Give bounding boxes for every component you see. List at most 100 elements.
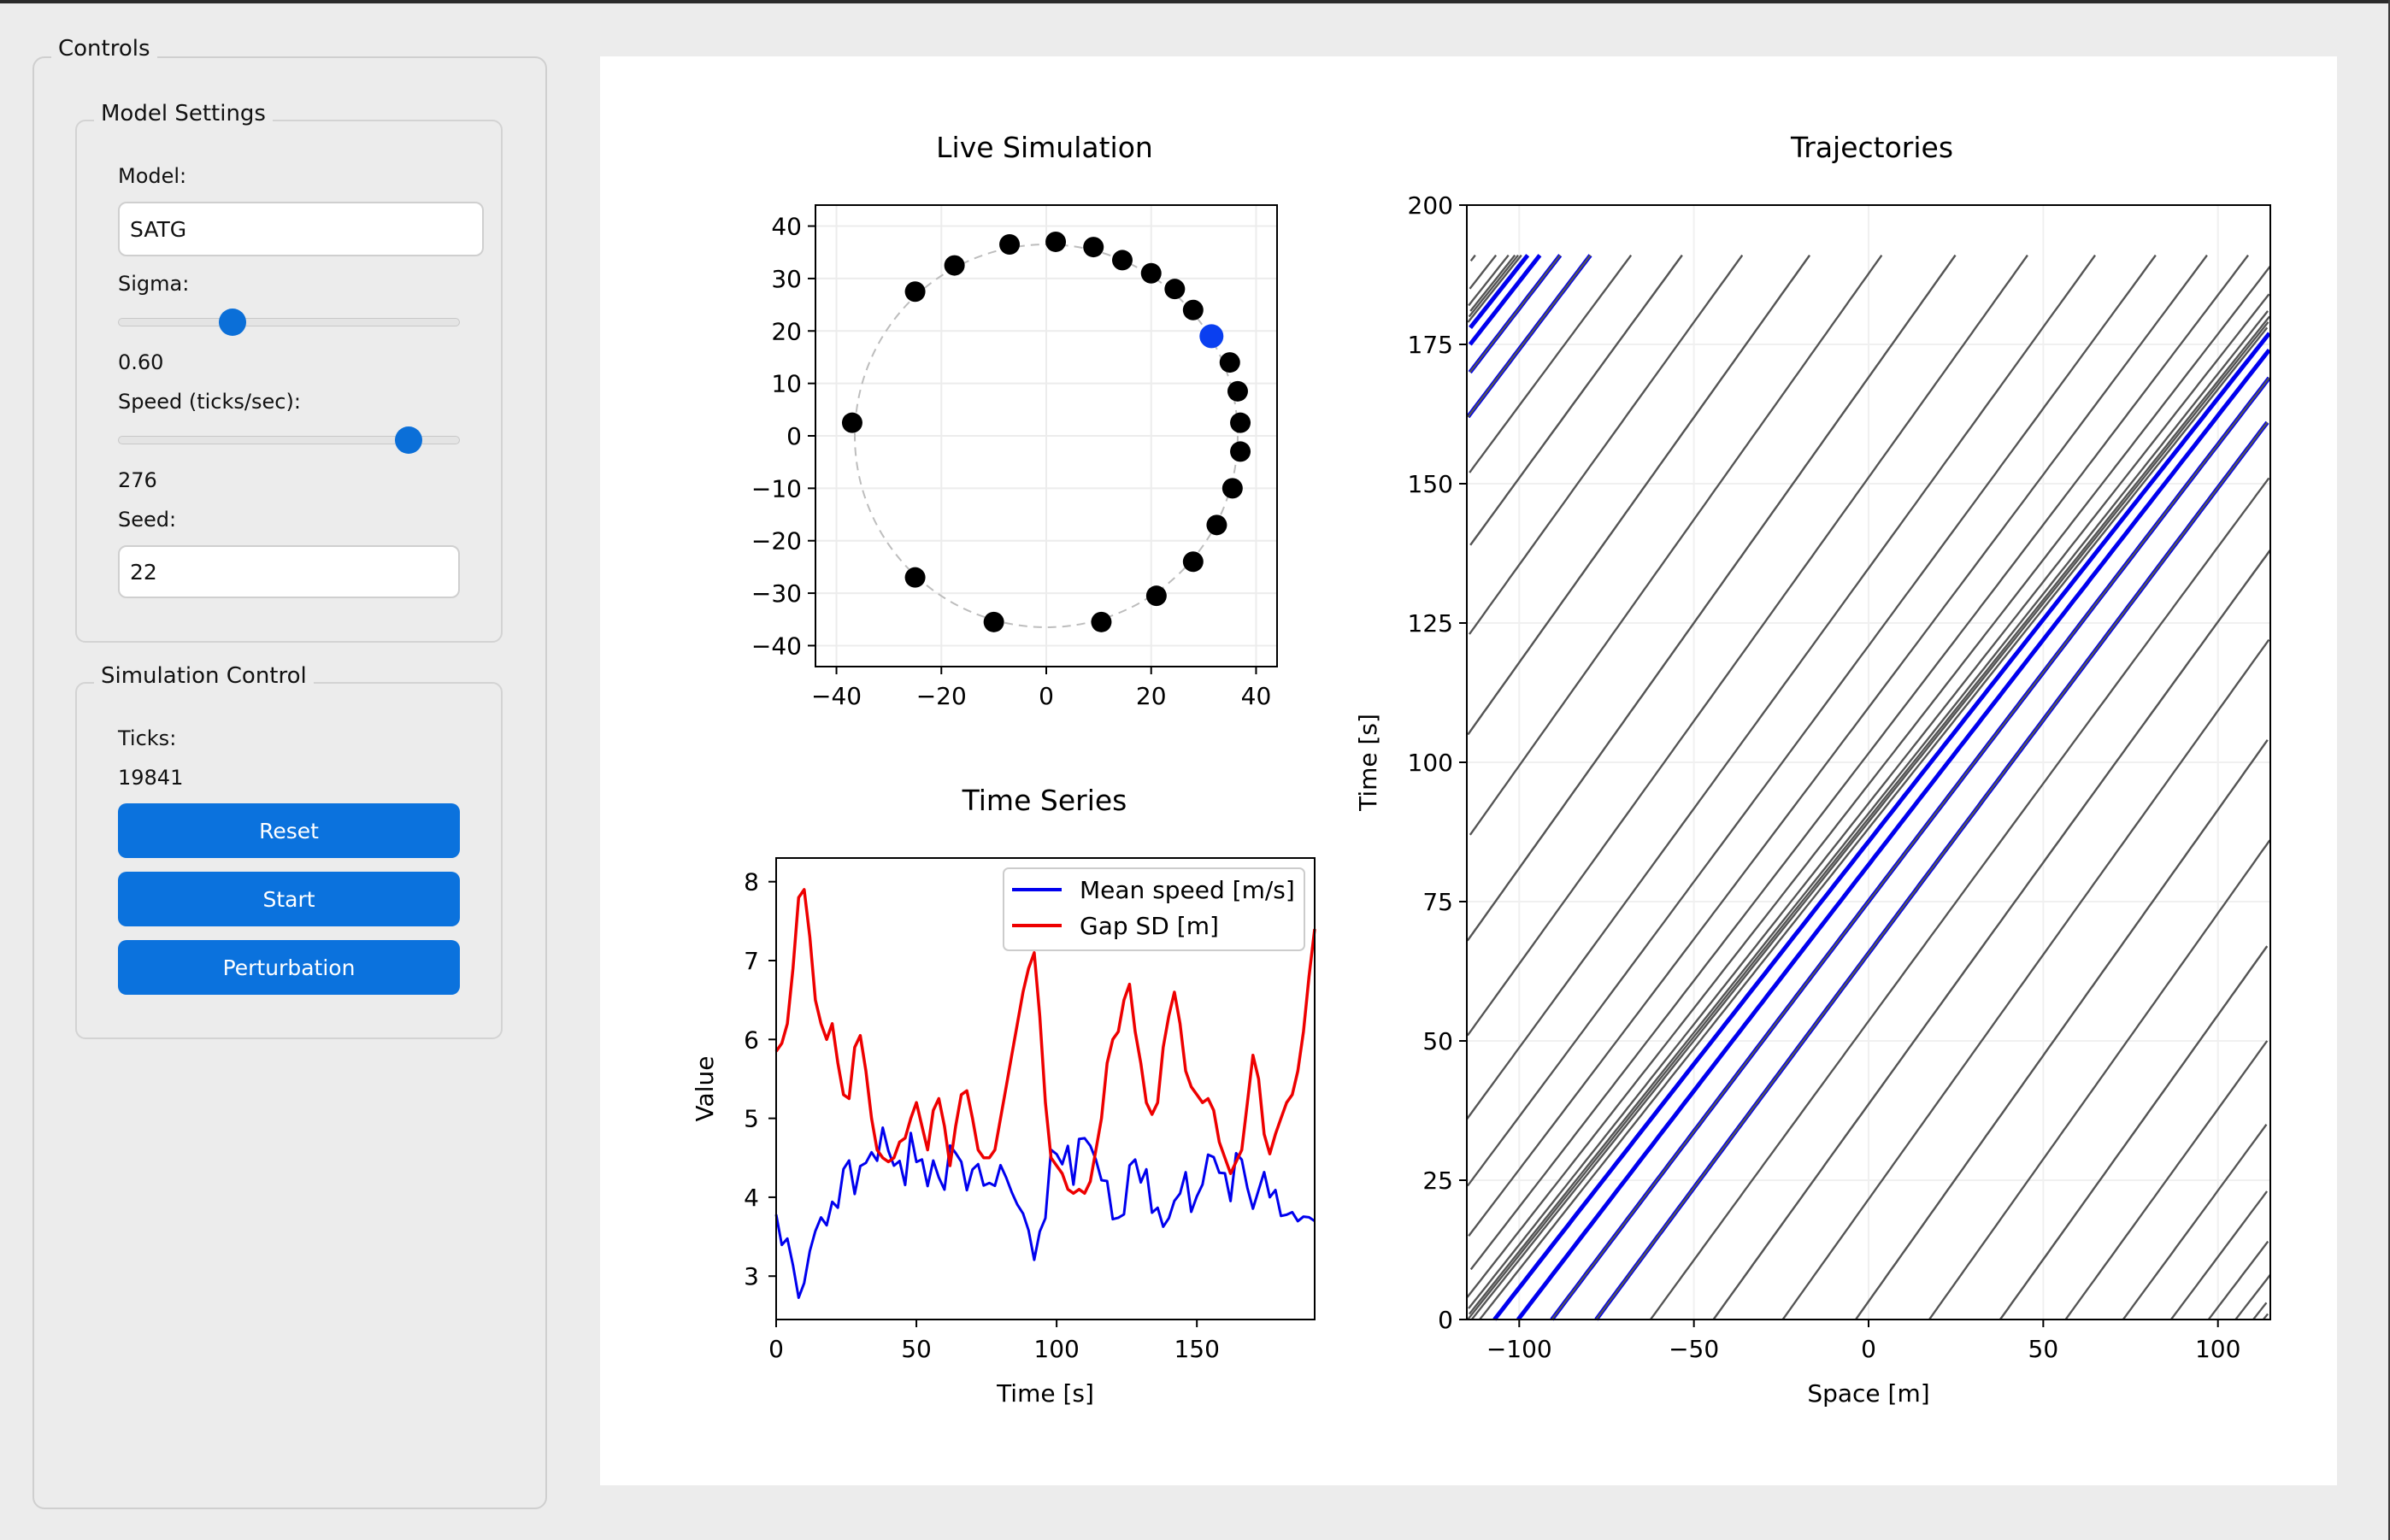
trajectories-ticks: −100 −50 0 50 100 0 25 50 75 100 125 150 175 200 — [1408, 191, 2241, 1363]
legend-label-gap-sd: Gap SD [m] — [1080, 912, 1219, 940]
sigma-slider-track[interactable] — [118, 318, 460, 326]
trajectory-line — [1928, 839, 2271, 1320]
vehicle-dot — [1045, 231, 1067, 252]
time-series-title: Time Series — [962, 784, 1127, 817]
trajectory-line — [1469, 255, 1562, 373]
perturbation-button[interactable]: Perturbation — [118, 940, 460, 995]
trajectory-line — [1469, 255, 1632, 473]
ring-grid — [815, 205, 1277, 667]
trajectory-line — [2262, 1313, 2269, 1320]
x-tick-label: 50 — [901, 1335, 932, 1363]
model-settings-title: Model Settings — [94, 101, 273, 126]
window-right-border — [2388, 0, 2390, 1540]
figure-svg: Live Simulation −40 −20 0 20 40403020100−10−… — [691, 131, 2271, 1408]
vehicle-dot — [1145, 585, 1167, 607]
y-tick-label: 5 — [744, 1105, 759, 1133]
y-tick-label: 0 — [786, 422, 802, 450]
vehicle-dot — [1111, 250, 1133, 271]
time-series-axes — [775, 857, 1316, 1320]
model-label: Model: — [118, 164, 187, 188]
vehicle-dot — [944, 255, 965, 276]
legend-label-mean-speed: Mean speed [m/s] — [1080, 876, 1295, 904]
trajectory-line — [1469, 310, 2269, 1315]
trajectory-line — [1469, 255, 1744, 635]
x-tick-label: 20 — [1136, 682, 1167, 710]
y-tick-label: 100 — [1408, 749, 1453, 777]
sigma-slider-thumb[interactable] — [218, 309, 246, 336]
trajectory-line — [1650, 477, 2270, 1320]
trajectory-line — [1469, 255, 1497, 290]
trajectory-line — [1467, 255, 2028, 1037]
trajectory-line — [1595, 421, 2269, 1320]
time-series-xlabel: Time [s] — [996, 1379, 1094, 1408]
trajectory-line — [1470, 321, 2269, 1320]
seed-field-value: 22 — [130, 559, 157, 585]
y-tick-label: 20 — [771, 317, 802, 345]
trajectory-line — [1467, 255, 1522, 323]
model-field[interactable]: SATG — [118, 202, 484, 256]
x-tick-label: −40 — [811, 682, 862, 710]
speed-slider-thumb[interactable] — [394, 426, 422, 454]
y-tick-label: 7 — [744, 947, 759, 975]
y-tick-label: 30 — [771, 265, 802, 293]
time-series-legend: Mean speed [m/s] Gap SD [m] — [1003, 867, 1305, 951]
reset-button[interactable]: Reset — [118, 803, 460, 858]
y-tick-label: 0 — [1438, 1306, 1453, 1334]
highlighted-trajectory — [1516, 348, 2271, 1321]
x-tick-label: 0 — [1861, 1335, 1876, 1363]
vehicle-dot — [1182, 299, 1204, 320]
ring-vehicles — [841, 231, 1251, 632]
seed-label: Seed: — [118, 508, 177, 532]
x-tick-label: 50 — [2028, 1335, 2059, 1363]
trajectory-line — [1469, 255, 1516, 312]
vehicle-dot — [1140, 262, 1162, 284]
trajectory-line — [1468, 255, 2208, 1237]
y-tick-label: 50 — [1422, 1027, 1453, 1055]
speed-label: Speed (ticks/sec): — [118, 390, 301, 414]
time-series-ylabel: Value — [691, 1056, 719, 1122]
ticks-label: Ticks: — [118, 726, 177, 750]
speed-slider-track[interactable] — [118, 436, 460, 444]
y-tick-label: −30 — [751, 579, 802, 608]
model-field-value: SATG — [130, 216, 187, 242]
y-tick-label: 75 — [1422, 888, 1453, 916]
vehicle-dot — [1083, 237, 1104, 258]
vehicle-dot — [1164, 279, 1186, 300]
vehicle-dot — [1230, 412, 1251, 433]
trajectory-line — [1469, 255, 1883, 836]
simulation-control-title: Simulation Control — [94, 663, 314, 689]
vehicle-dot — [999, 234, 1021, 256]
trajectory-line — [1551, 377, 2270, 1320]
trajectory-line — [1712, 550, 2271, 1320]
vehicle-dot — [1219, 352, 1240, 373]
vehicle-dot — [983, 611, 1004, 632]
sigma-value: 0.60 — [118, 350, 164, 374]
vehicle-dot — [1230, 441, 1251, 462]
y-tick-label: 8 — [744, 868, 759, 896]
x-tick-label: 0 — [768, 1335, 784, 1363]
y-tick-label: 25 — [1422, 1167, 1453, 1195]
highlighted-trajectory — [1492, 332, 2271, 1321]
x-tick-label: 40 — [1241, 682, 1272, 710]
y-tick-label: 6 — [744, 1026, 759, 1054]
y-tick-label: 40 — [771, 213, 802, 241]
y-tick-label: 125 — [1408, 609, 1453, 638]
seed-field[interactable]: 22 — [118, 545, 460, 598]
trajectories-xlabel: Space [m] — [1807, 1379, 1929, 1408]
trajectory-line — [1479, 326, 2269, 1320]
trajectory-line — [1467, 255, 1592, 418]
vehicle-dot — [904, 281, 926, 303]
trajectory-line — [1781, 638, 2270, 1320]
controls-title: Controls — [51, 36, 157, 62]
gap-sd-line — [774, 888, 1316, 1196]
vehicle-dot — [1091, 611, 1112, 632]
trajectory-line — [1467, 255, 2157, 1187]
x-tick-label: 0 — [1039, 682, 1054, 710]
y-tick-label: 4 — [744, 1184, 759, 1212]
x-tick-label: −50 — [1669, 1335, 1719, 1363]
trajectory-line — [1467, 315, 2270, 1320]
start-button[interactable]: Start — [118, 872, 460, 926]
trajectory-line — [2234, 1274, 2271, 1320]
x-tick-label: 100 — [1033, 1335, 1079, 1363]
trajectories-ylabel: Time [s] — [1354, 714, 1382, 812]
